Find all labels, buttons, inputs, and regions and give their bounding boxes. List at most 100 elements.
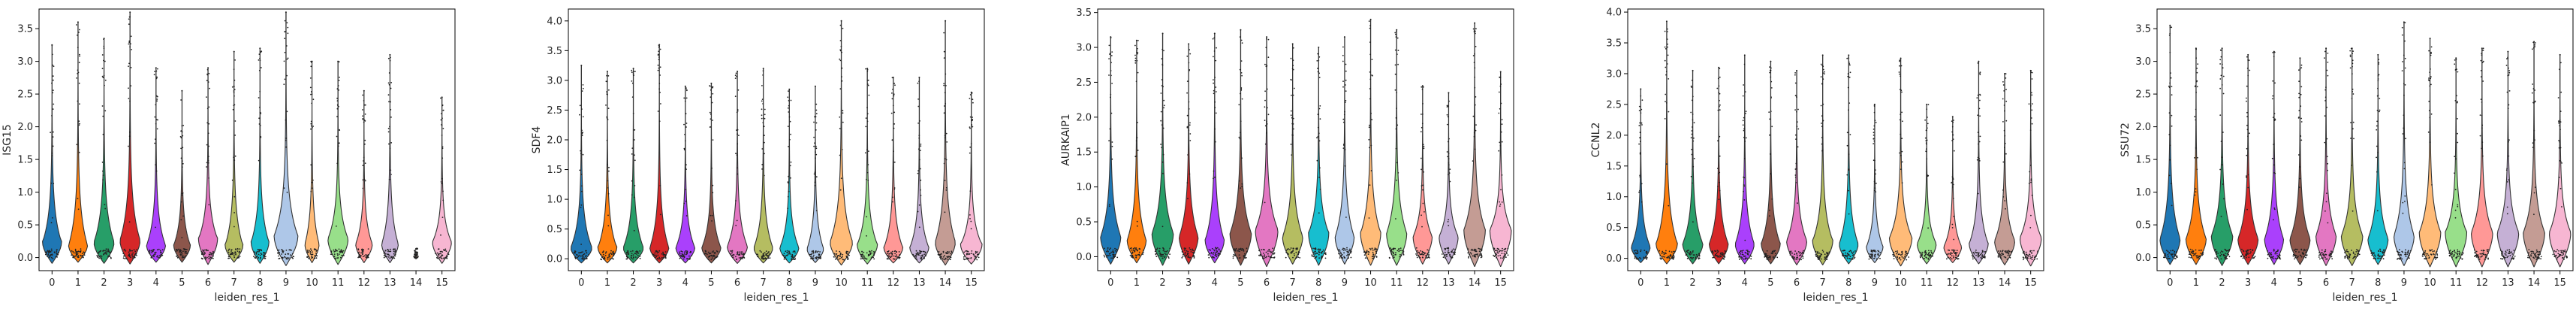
points-4 [679, 85, 693, 260]
y-tick-label: 0.0 [1606, 253, 1622, 265]
points-14 [937, 20, 953, 261]
violin-13 [1969, 61, 1989, 265]
points-5 [1764, 60, 1779, 260]
y-tick-label: 2.0 [1606, 130, 1622, 141]
y-tick-label: 3.0 [1606, 68, 1622, 80]
violin-0 [570, 65, 592, 264]
x-tick-label-12: 12 [887, 277, 900, 289]
x-tick-label-3: 3 [1716, 277, 1722, 289]
points-1 [71, 21, 86, 259]
violin-14 [935, 20, 956, 266]
x-axis-label: leiden_res_1 [1803, 292, 1868, 304]
x-tick-label-9: 9 [1872, 277, 1878, 289]
points-8 [782, 88, 797, 261]
x-tick-label-9: 9 [1342, 277, 1348, 289]
violin-4 [1734, 54, 1755, 265]
x-tick-label-15: 15 [2553, 277, 2566, 289]
points-13 [2499, 50, 2516, 260]
violin-1 [2185, 47, 2207, 265]
violin-8 [2367, 54, 2389, 265]
points-15 [2552, 53, 2568, 260]
violin-15 [960, 92, 983, 265]
violin-9 [806, 86, 824, 263]
points-8 [253, 47, 267, 259]
x-tick-label-0: 0 [1107, 277, 1113, 289]
x-tick-label-6: 6 [1794, 277, 1800, 289]
violin-0 [42, 44, 62, 264]
y-tick-label: 3.0 [17, 56, 33, 68]
violin-panel-isg15: 0 1 2 3 4 5 6 7 8 9 10 11 12 13 14 150.00.51.01.52.02.5… [2, 8, 456, 304]
x-tick-label-2: 2 [630, 277, 636, 289]
points-2 [96, 38, 112, 259]
violin-panel-ssu72: 0 1 2 3 4 5 6 7 8 9 10 11 12 13 14 150.00.51.01.52.02.5… [2120, 8, 2574, 304]
x-tick-label-15: 15 [2024, 277, 2037, 289]
points-15 [1493, 71, 1509, 259]
y-axis-label: AURKAIP1 [1060, 114, 1072, 166]
points-5 [1232, 29, 1248, 259]
y-tick-label: 1.0 [1606, 192, 1622, 203]
violin-5 [701, 83, 722, 264]
points-10 [2421, 38, 2439, 260]
violin-5 [173, 90, 191, 263]
points-7 [1285, 43, 1301, 259]
violin-3 [649, 44, 670, 264]
points-4 [2267, 50, 2282, 260]
y-tick-label: 2.5 [547, 105, 562, 117]
x-tick-label-10: 10 [306, 277, 318, 289]
x-axis-label: leiden_res_1 [214, 292, 279, 304]
x-tick-label-13: 13 [1442, 277, 1455, 289]
points-14 [1997, 73, 2013, 260]
points-0 [1633, 88, 1648, 260]
points-7 [2344, 47, 2361, 259]
points-6 [2318, 47, 2333, 260]
x-tick-label-13: 13 [2502, 277, 2514, 289]
points-11 [2448, 57, 2464, 260]
violin-6 [2315, 47, 2337, 266]
x-tick-label-2: 2 [2219, 277, 2225, 289]
violin-1 [1126, 40, 1147, 264]
points-9 [809, 85, 821, 260]
points-0 [2163, 24, 2178, 259]
x-axis-label: leiden_res_1 [743, 292, 809, 304]
points-14 [414, 247, 419, 259]
x-axis-label: leiden_res_1 [1273, 292, 1338, 304]
points-9 [1868, 103, 1882, 260]
y-tick-label: 0.0 [2135, 253, 2151, 264]
violin-14 [1994, 73, 2015, 265]
x-tick-label-1: 1 [75, 277, 81, 289]
points-12 [357, 89, 369, 259]
points-15 [2022, 69, 2039, 261]
violin-9 [273, 11, 299, 266]
x-tick-label-3: 3 [2245, 277, 2251, 289]
violin-3 [119, 11, 140, 265]
x-tick-label-5: 5 [1237, 277, 1243, 289]
axes-frame [1097, 8, 1514, 271]
x-tick-label-9: 9 [2401, 277, 2407, 289]
x-tick-label-7: 7 [1820, 277, 1826, 289]
x-tick-label-14: 14 [939, 277, 952, 289]
points-9 [2396, 21, 2412, 260]
violin-8 [1839, 54, 1859, 265]
x-tick-label-12: 12 [358, 277, 371, 289]
y-tick-label: 1.0 [2135, 187, 2151, 198]
y-tick-label: 4.0 [1606, 8, 1622, 19]
points-13 [383, 53, 396, 259]
x-tick-label-3: 3 [1186, 277, 1192, 289]
violin-panel-aurkaip1: 0 1 2 3 4 5 6 7 8 9 10 11 12 13 14 150.00.51.01.52.02.5… [1060, 8, 1514, 304]
violin-15 [432, 96, 452, 264]
violin-2 [623, 68, 644, 264]
x-tick-label-5: 5 [708, 277, 714, 289]
violin-12 [2471, 47, 2493, 268]
x-tick-label-15: 15 [1494, 277, 1507, 289]
x-tick-label-7: 7 [2349, 277, 2355, 289]
x-tick-label-14: 14 [410, 277, 423, 289]
points-11 [330, 60, 345, 260]
x-tick-label-4: 4 [1742, 277, 1748, 289]
x-tick-label-15: 15 [965, 277, 978, 289]
x-tick-label-8: 8 [257, 277, 263, 289]
violin-4 [1204, 32, 1225, 264]
x-tick-label-0: 0 [1637, 277, 1644, 289]
points-9 [277, 11, 295, 260]
y-tick-label: 0.5 [17, 220, 33, 232]
